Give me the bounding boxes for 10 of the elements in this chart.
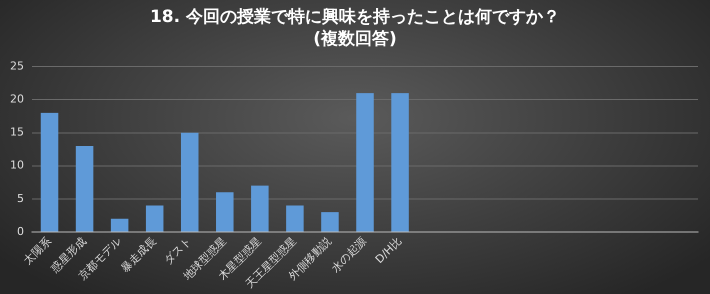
x-tick-label: D/H比 — [372, 234, 404, 266]
y-tick-label: 5 — [16, 192, 24, 205]
y-tick-label: 15 — [10, 126, 24, 139]
y-tick-label: 25 — [10, 59, 24, 72]
chart-subtitle: (複数回答) — [312, 28, 398, 50]
y-tick-label: 10 — [10, 158, 24, 172]
y-tick-label: 0 — [16, 224, 24, 238]
x-tick-label: 暴走成長 — [118, 234, 159, 275]
chart-title: 18. 今回の授業で特に興味を持ったことは何ですか？ — [148, 6, 562, 28]
y-tick-label: 20 — [10, 92, 24, 106]
